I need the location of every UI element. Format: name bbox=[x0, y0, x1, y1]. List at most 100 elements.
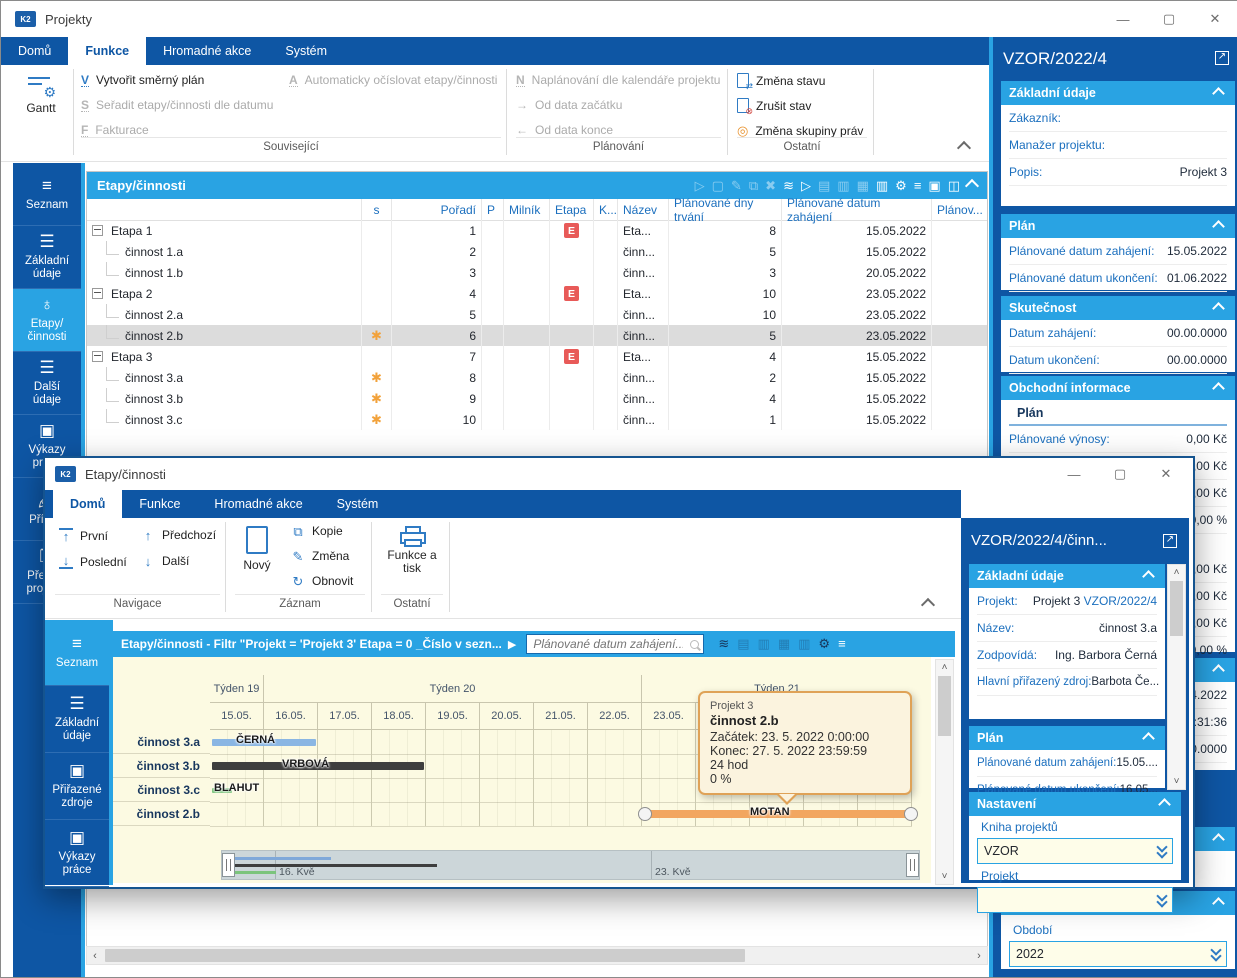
gantt-vertical-scrollbar[interactable]: ˄ ˅ bbox=[935, 659, 954, 885]
open-record-icon[interactable]: ↗ bbox=[1163, 534, 1177, 548]
col-poradi[interactable]: Pořadí bbox=[392, 199, 482, 220]
col-etapa[interactable]: Etapa bbox=[550, 199, 594, 220]
columns-icon[interactable]: ▥ bbox=[875, 177, 889, 193]
obdobi-select[interactable]: 2022 bbox=[1009, 941, 1227, 967]
gantt-bar-cernak[interactable] bbox=[212, 739, 316, 746]
collapse-icon[interactable] bbox=[1158, 797, 1171, 811]
col-planov[interactable]: Plánov... bbox=[937, 202, 983, 217]
minimap-right-handle[interactable] bbox=[906, 853, 919, 877]
dropdown-icon[interactable] bbox=[1210, 943, 1222, 962]
tab-system[interactable]: Systém bbox=[285, 44, 328, 58]
tab-domu[interactable]: Domů bbox=[18, 44, 52, 58]
section-header[interactable]: Plán bbox=[1001, 214, 1235, 238]
scrollbar-thumb[interactable] bbox=[105, 949, 745, 962]
obnovit-button[interactable]: ↻ Obnovit bbox=[291, 574, 354, 588]
zmena-stavu-button[interactable]: ⇄ Změna stavu bbox=[737, 73, 825, 91]
close-icon[interactable]: ✕ bbox=[1160, 466, 1172, 481]
col-s[interactable]: s bbox=[362, 199, 392, 220]
table-row[interactable]: Etapa 1 1 E Eta... 8 15.05.2022 bbox=[87, 220, 987, 241]
sidebar-item-zakladni-udaje[interactable]: ☰ Základní údaje bbox=[45, 686, 109, 753]
predchozi-button[interactable]: ↑ Předchozí bbox=[141, 528, 216, 542]
seradit-button[interactable]: S Seřadit etapy/činnosti dle datumu bbox=[81, 98, 273, 112]
minimap-left-handle[interactable] bbox=[222, 853, 235, 877]
posledni-button[interactable]: ↓ Poslední bbox=[59, 554, 127, 569]
col-milnik[interactable]: Milník bbox=[504, 199, 550, 220]
tab-hromadne-akce[interactable]: Hromadné akce bbox=[214, 497, 303, 511]
collapse-icon[interactable] bbox=[1142, 731, 1155, 745]
projekt-select[interactable] bbox=[977, 887, 1173, 913]
record-link[interactable]: VZOR/2022/4 bbox=[1083, 594, 1157, 608]
section-header[interactable]: Základní údaje bbox=[1001, 81, 1235, 105]
dalsi-button[interactable]: ↓ Další bbox=[141, 554, 190, 568]
gantt-button[interactable]: ⚙ Gantt bbox=[17, 73, 65, 115]
maximize-icon[interactable]: ▢ bbox=[1113, 466, 1127, 481]
table-row-selected[interactable]: činnost 2.b ✱ 6 činn... 5 23.05.2022 bbox=[87, 325, 987, 346]
section-header[interactable]: Obchodní informace bbox=[1001, 376, 1235, 400]
search-input[interactable] bbox=[526, 634, 705, 654]
gantt-bar-motan[interactable] bbox=[644, 810, 910, 818]
gantt-bar-vrbova[interactable] bbox=[212, 762, 424, 770]
section-header[interactable]: Nastavení bbox=[969, 792, 1181, 816]
delete-icon[interactable]: ✖ bbox=[765, 177, 777, 193]
sidebar-item-seznam[interactable]: ≡ Seznam bbox=[45, 620, 109, 686]
collapse-icon[interactable] bbox=[1212, 896, 1225, 910]
kniha-projektu-select[interactable]: VZOR bbox=[977, 838, 1173, 864]
prvni-button[interactable]: ↑ První bbox=[59, 528, 108, 543]
dropdown-icon[interactable] bbox=[1156, 840, 1168, 859]
bar-handle-icon[interactable] bbox=[638, 807, 652, 821]
vytvorit-smerny-plan-button[interactable]: V Vytvořit směrný plán bbox=[81, 73, 204, 87]
gantt-minimap[interactable]: 16. Kvě 23. Kvě bbox=[221, 850, 920, 880]
table-row[interactable]: činnost 1.a 2 činn... 5 15.05.2022 bbox=[87, 241, 987, 262]
scroll-left-icon[interactable]: ‹ bbox=[93, 949, 97, 962]
collapse-icon[interactable] bbox=[1212, 219, 1225, 233]
edit-icon[interactable]: ✎ bbox=[730, 177, 742, 193]
sidebar-item-seznam[interactable]: ≡ Seznam bbox=[13, 163, 81, 226]
dropdown-icon[interactable] bbox=[1156, 889, 1168, 908]
people-icon[interactable]: ▦ bbox=[777, 636, 791, 651]
collapse-icon[interactable] bbox=[1212, 663, 1225, 677]
tab-system[interactable]: Systém bbox=[336, 497, 379, 511]
collapse-icon[interactable] bbox=[1212, 301, 1225, 315]
table-row[interactable]: Etapa 3 7 E Eta... 4 15.05.2022 bbox=[87, 346, 987, 367]
table-row[interactable]: činnost 1.b 3 činn... 3 20.05.2022 bbox=[87, 262, 987, 283]
sidebar-item-zakladni-udaje[interactable]: ☰ Základní údaje bbox=[13, 226, 81, 289]
gear-icon[interactable]: ⚙ bbox=[895, 177, 907, 193]
print-icon[interactable]: ▤ bbox=[817, 177, 831, 193]
col-p[interactable]: P bbox=[482, 199, 504, 220]
minimize-icon[interactable]: — bbox=[1067, 466, 1081, 482]
copy-icon[interactable]: ⧉ bbox=[748, 177, 759, 193]
zrusit-stav-button[interactable]: ⊗ Zrušit stav bbox=[737, 98, 811, 116]
kopie-button[interactable]: ⧉ Kopie bbox=[291, 524, 342, 538]
collapse-icon[interactable] bbox=[1212, 86, 1225, 100]
expander-icon[interactable] bbox=[92, 225, 103, 236]
bar-handle-icon[interactable] bbox=[904, 807, 918, 821]
tab-funkce[interactable]: Funkce bbox=[139, 497, 181, 511]
table-row[interactable]: činnost 3.c ✱ 10 činn... 1 15.05.2022 bbox=[87, 409, 987, 430]
automaticky-ocislovat-button[interactable]: A Automaticky očíslovat etapy/činnosti bbox=[289, 73, 497, 87]
close-icon[interactable]: ✕ bbox=[1209, 11, 1221, 26]
expander-icon[interactable] bbox=[92, 288, 103, 299]
col-dny[interactable]: Plánované dny trvání bbox=[669, 196, 782, 224]
ribbon-collapse-icon[interactable] bbox=[920, 597, 936, 613]
expander-icon[interactable] bbox=[92, 351, 103, 362]
menu-icon[interactable]: ≡ bbox=[838, 636, 846, 651]
sidebar-item-prirazene-zdroje[interactable]: ▣ Přiřazené zdroje bbox=[45, 753, 109, 820]
zmena-button[interactable]: ✎ Změna bbox=[291, 549, 350, 563]
minimize-icon[interactable]: — bbox=[1116, 11, 1130, 27]
tab-funkce[interactable]: Funkce bbox=[68, 37, 147, 65]
sidebar-item-etapy-cinnosti[interactable]: ♁ Etapy/činnosti bbox=[13, 289, 81, 352]
maximize-icon[interactable]: ▢ bbox=[1162, 11, 1176, 26]
table-row[interactable]: činnost 2.a 5 činn... 10 23.05.2022 bbox=[87, 304, 987, 325]
collapse-icon[interactable] bbox=[1212, 381, 1225, 395]
ribbon-collapse-icon[interactable] bbox=[956, 140, 972, 156]
col-zahajeni[interactable]: Plánované datum zahájení bbox=[782, 196, 932, 224]
menu-icon[interactable]: ≡ bbox=[913, 177, 922, 193]
run-icon[interactable]: ▷ bbox=[694, 177, 705, 193]
scroll-right-icon[interactable]: › bbox=[977, 949, 981, 962]
layers-icon[interactable]: ≋ bbox=[783, 177, 794, 193]
col-nazev[interactable]: Název bbox=[618, 199, 669, 220]
search-field[interactable] bbox=[531, 636, 686, 652]
new-icon[interactable]: ▢ bbox=[711, 177, 724, 193]
od-data-konce-button[interactable]: ← Od data konce bbox=[516, 123, 613, 137]
